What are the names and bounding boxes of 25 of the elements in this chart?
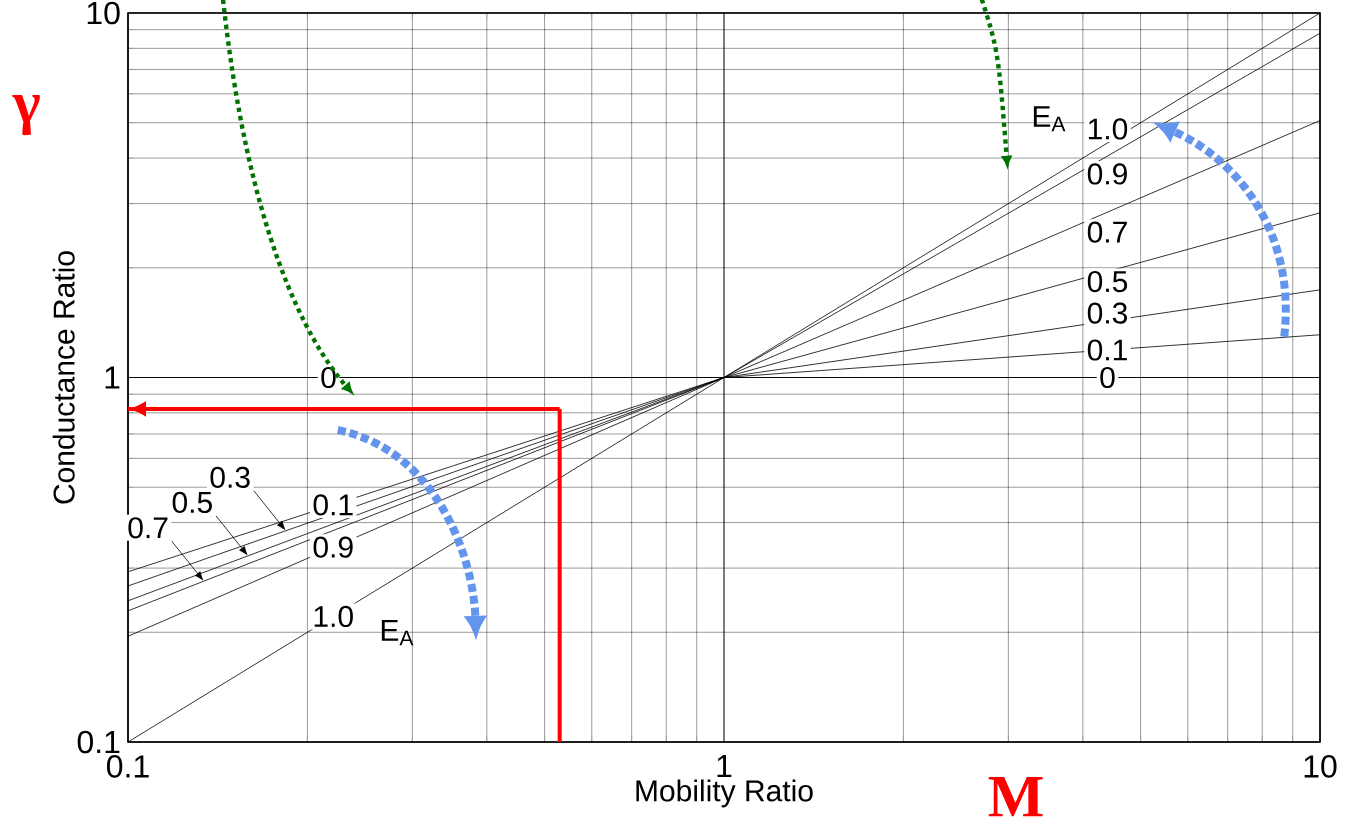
series-label: 0.1 (1087, 339, 1127, 361)
text: 0.1 (313, 494, 353, 516)
text: 0.3 (210, 466, 250, 488)
series-label: 0.7 (1087, 221, 1127, 243)
series-label: 0 (1100, 366, 1115, 389)
text: γ (12, 94, 40, 136)
text: 1.0 (1088, 118, 1128, 140)
annotation: E$_{A}$ (1033, 106, 1066, 132)
y-tick-label: 1 (105, 366, 120, 389)
y-tick-label: 0.1 (77, 730, 120, 754)
series-label: 0.5 (1087, 270, 1128, 293)
text: M (988, 777, 1043, 817)
x-axis-title: Mobility Ratio (636, 779, 813, 808)
x-tick-label: 10 (1304, 755, 1337, 778)
x-tick-label: 0.1 (107, 755, 149, 778)
series-label: 0.9 (313, 536, 353, 558)
series-label: 0.3 (1087, 302, 1128, 324)
x-tick-label: 1 (717, 755, 732, 778)
text: 0.7 (128, 517, 168, 539)
series-label: 1.0 (314, 605, 353, 628)
text: 0.9 (1087, 163, 1127, 185)
annotation: E$_{A}$ (381, 620, 414, 646)
y-axis-title: Conductance Ratio (52, 251, 75, 504)
y-tick-label: 10 (87, 1, 120, 25)
text: 0.5 (172, 491, 212, 514)
